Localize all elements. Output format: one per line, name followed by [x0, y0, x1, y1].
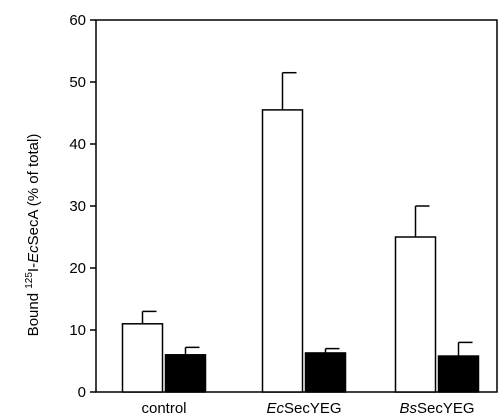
y-tick-label: 10 [69, 322, 86, 339]
bar-group-1-1 [304, 347, 347, 393]
category-label-part: SecYEG [284, 400, 342, 417]
bar [261, 109, 304, 393]
category-label-part: SecYEG [417, 400, 475, 417]
bar-group-2-1 [437, 341, 480, 393]
category-label-part: Ec [266, 400, 284, 417]
category-label-part: Bs [399, 400, 417, 417]
y-tick-label: 30 [69, 198, 86, 215]
y-tick-label: 50 [69, 74, 86, 91]
y-tick-label: 20 [69, 260, 86, 277]
y-axis-label-main: I- [25, 263, 42, 272]
bar-group-2-0 [394, 205, 437, 393]
bar-group-1-0 [261, 71, 304, 393]
category-label: control [141, 400, 186, 417]
y-tick-label: 40 [69, 136, 86, 153]
y-axis-label-superscript: 125 [24, 272, 35, 289]
y-axis-label-italic: Ec [25, 245, 42, 263]
category-label: EcSecYEG [266, 400, 341, 417]
category-label: BsSecYEG [399, 400, 474, 417]
y-axis-ticks: 0 10 20 30 40 50 60 [69, 12, 96, 401]
bar [394, 236, 437, 393]
bar-group-0-0 [121, 310, 164, 393]
bar-group-0-1 [164, 346, 207, 393]
y-axis-label: Bound 125I-EcSecA (% of total) [24, 134, 42, 337]
category-labels: control EcSecYEG BsSecYEG [141, 400, 474, 417]
bar [121, 323, 164, 393]
y-axis-label-suffix: SecA (% of total) [25, 134, 42, 246]
bar [437, 355, 480, 393]
category-label-part: control [141, 400, 186, 417]
y-tick-label: 0 [78, 384, 86, 401]
y-axis-label-prefix: Bound [25, 289, 42, 337]
bar [164, 354, 207, 393]
bars [121, 71, 480, 393]
y-tick-label: 60 [69, 12, 86, 29]
bar [304, 352, 347, 393]
